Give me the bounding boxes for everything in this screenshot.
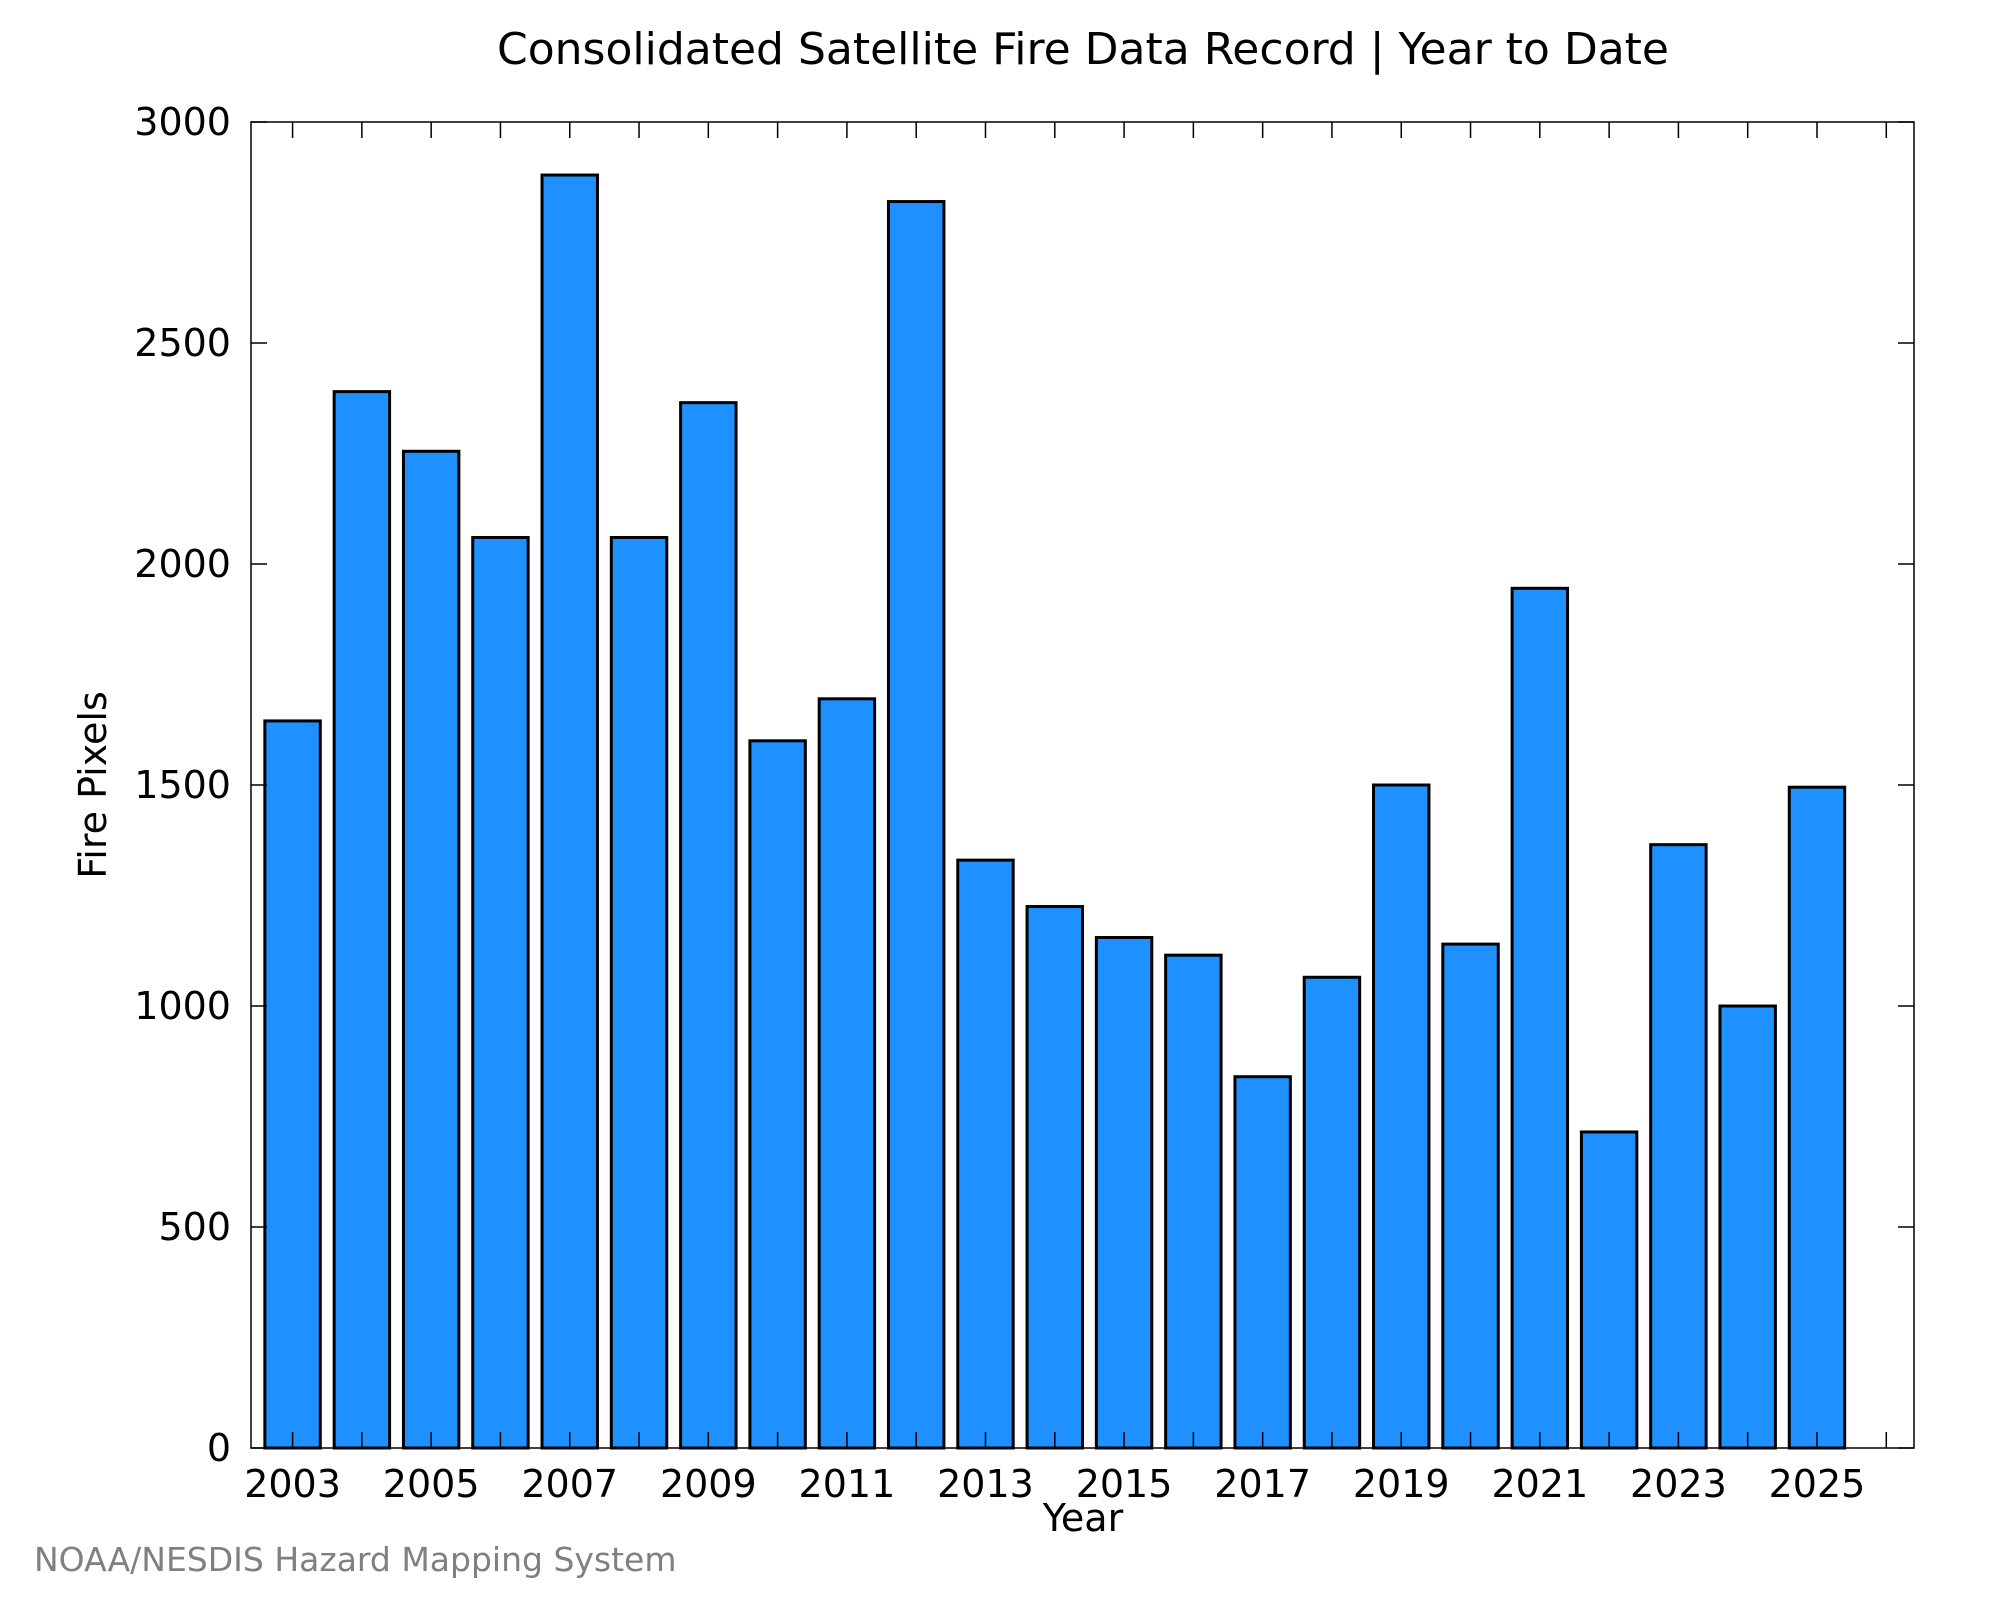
plot-frame <box>250 121 1915 1449</box>
y-tick-label-1500: 1500 <box>134 763 231 807</box>
y-tick-label-2500: 2500 <box>134 321 231 365</box>
bar-2006 <box>471 535 530 1450</box>
bar-2023 <box>1649 843 1708 1450</box>
x-tick-label-2005: 2005 <box>383 1462 480 1506</box>
x-tick-label-2007: 2007 <box>521 1462 618 1506</box>
chart-title: Consolidated Satellite Fire Data Record … <box>497 24 1669 75</box>
bars-group <box>263 173 1847 1450</box>
bar-2003 <box>263 719 322 1450</box>
bar-2012 <box>886 200 946 1450</box>
y-tick-label-3000: 3000 <box>134 100 231 144</box>
y-axis-label: Fire Pixels <box>71 691 115 879</box>
x-tick-label-2019: 2019 <box>1353 1462 1450 1506</box>
bar-2021 <box>1510 586 1570 1450</box>
bar-2004 <box>332 390 392 1450</box>
bar-2016 <box>1164 953 1223 1450</box>
bar-2009 <box>679 401 738 1450</box>
x-tick-label-2015: 2015 <box>1076 1462 1173 1506</box>
x-tick-label-2023: 2023 <box>1630 1462 1727 1506</box>
bar-2024 <box>1718 1004 1777 1450</box>
x-tick-label-2021: 2021 <box>1491 1462 1588 1506</box>
bar-2025 <box>1787 785 1847 1450</box>
bar-2010 <box>748 739 807 1450</box>
x-tick-label-2017: 2017 <box>1214 1462 1311 1506</box>
x-tick-label-2011: 2011 <box>799 1462 896 1506</box>
bar-2019 <box>1372 783 1431 1450</box>
x-axis-label: Year <box>1042 1496 1124 1540</box>
bar-2014 <box>1025 905 1084 1450</box>
bar-2015 <box>1094 935 1154 1450</box>
bar-2005 <box>401 449 461 1450</box>
x-tick-label-2013: 2013 <box>937 1462 1034 1506</box>
x-tick-label-2009: 2009 <box>660 1462 757 1506</box>
bar-2020 <box>1441 942 1500 1450</box>
bar-2007 <box>540 173 599 1450</box>
bar-2011 <box>817 697 877 1450</box>
y-tick-label-0: 0 <box>207 1426 231 1470</box>
bar-2017 <box>1233 1075 1292 1450</box>
bar-2018 <box>1302 975 1362 1450</box>
y-tick-label-500: 500 <box>158 1205 231 1249</box>
y-tick-label-1000: 1000 <box>134 984 231 1028</box>
ticks-group: 0 500 1000 1500 2000 2500 3000 2003 2005 2007 2009… <box>134 100 1914 1506</box>
x-tick-label-2025: 2025 <box>1769 1462 1866 1506</box>
y-tick-label-2000: 2000 <box>134 542 231 586</box>
bar-2022 <box>1579 1130 1639 1450</box>
bar-2013 <box>956 858 1015 1450</box>
bar-2008 <box>609 535 669 1450</box>
credit-text: NOAA/NESDIS Hazard Mapping System <box>34 1540 677 1579</box>
x-tick-label-2003: 2003 <box>244 1462 341 1506</box>
